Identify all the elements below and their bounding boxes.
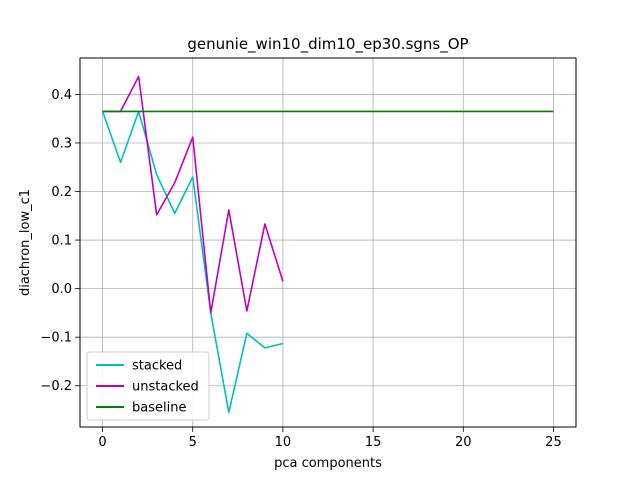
x-tick-label: 25 xyxy=(545,435,562,450)
plot-frame xyxy=(79,57,577,428)
grid xyxy=(80,58,576,427)
legend-label-unstacked: unstacked xyxy=(132,380,199,395)
y-axis-ticks: −0.2 −0.1 0.0 0.1 0.2 0.3 0.4 xyxy=(40,88,80,394)
series-line-stacked xyxy=(101,110,284,414)
x-tick-label: 5 xyxy=(189,435,197,450)
x-tick-label: 10 xyxy=(275,435,292,450)
x-tick-label: 20 xyxy=(455,435,472,450)
x-axis-label: pca components xyxy=(274,456,382,471)
x-axis-ticks: 0 5 10 15 20 25 xyxy=(98,427,562,450)
legend: stacked unstacked baseline xyxy=(86,351,210,421)
x-tick-label: 15 xyxy=(365,435,382,450)
y-tick-label: 0.4 xyxy=(51,88,72,103)
y-tick-label: 0.1 xyxy=(51,234,72,249)
y-tick-label: −0.2 xyxy=(40,379,72,394)
y-tick-label: 0.3 xyxy=(51,136,72,151)
series-line-unstacked xyxy=(102,75,284,314)
series-lines xyxy=(101,75,554,414)
legend-label-baseline: baseline xyxy=(132,401,186,416)
y-axis-label: diachron_low_c1 xyxy=(18,189,33,296)
legend-label-stacked: stacked xyxy=(132,359,182,374)
y-tick-label: −0.1 xyxy=(40,331,72,346)
y-tick-label: 0.0 xyxy=(51,282,72,297)
legend-box xyxy=(86,351,210,421)
chart-title: genunie_win10_dim10_ep30.sgns_OP xyxy=(187,35,468,54)
x-tick-label: 0 xyxy=(98,435,106,450)
y-tick-label: 0.2 xyxy=(51,185,72,200)
